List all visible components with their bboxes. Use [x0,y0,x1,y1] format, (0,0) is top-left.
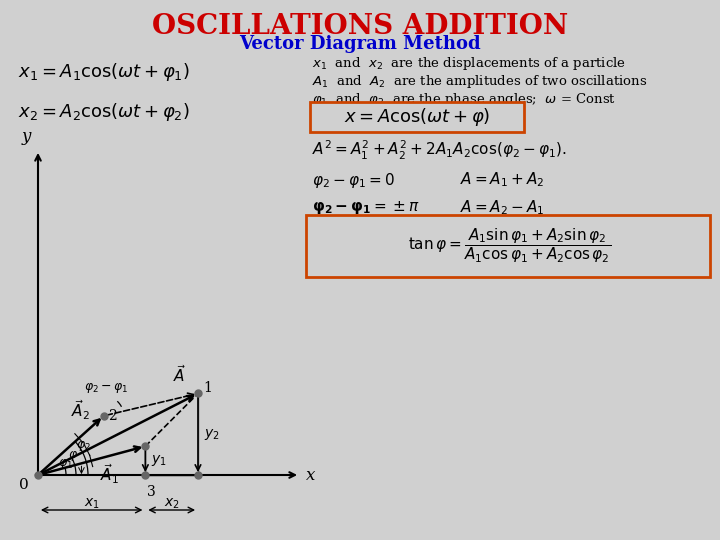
Text: $A = A_2 - A_1$: $A = A_2 - A_1$ [460,199,544,217]
Text: $x_1$  and  $x_2$  are the displacements of a particle: $x_1$ and $x_2$ are the displacements of… [312,56,626,72]
Text: $x_2$: $x_2$ [163,497,179,511]
Text: $y_1$: $y_1$ [151,453,167,468]
Text: $\mathbf{\varphi_2 - \varphi_1} = \pm\pi$: $\mathbf{\varphi_2 - \varphi_1} = \pm\pi… [312,199,420,217]
Text: 1: 1 [203,381,212,395]
Text: $A = A_1 + A_2$: $A = A_1 + A_2$ [460,171,544,190]
Text: $x_1 = A_1\cos\!\left(\omega t+\varphi_1\right)$: $x_1 = A_1\cos\!\left(\omega t+\varphi_1… [18,61,190,83]
Text: $x_2 = A_2\cos\!\left(\omega t+\varphi_2\right)$: $x_2 = A_2\cos\!\left(\omega t+\varphi_2… [18,101,190,123]
Text: 0: 0 [19,478,29,492]
Text: $\varphi_2 - \varphi_1 = 0$: $\varphi_2 - \varphi_1 = 0$ [312,171,395,190]
Text: $A^2 = A_1^2 + A_2^2 + 2A_1A_2\cos\!\left(\varphi_2-\varphi_1\right).$: $A^2 = A_1^2 + A_2^2 + 2A_1A_2\cos\!\lef… [312,138,567,161]
Text: $A_1$  and  $A_2$  are the amplitudes of two oscillations: $A_1$ and $A_2$ are the amplitudes of tw… [312,73,647,91]
Text: $y_2$: $y_2$ [204,427,220,442]
Text: $\tan\varphi = \dfrac{A_1\sin\varphi_1 + A_2\sin\varphi_2}{A_1\cos\varphi_1 + A_: $\tan\varphi = \dfrac{A_1\sin\varphi_1 +… [408,227,611,265]
Text: Vector Diagram Method: Vector Diagram Method [239,35,481,53]
Text: OSCILLATIONS ADDITION: OSCILLATIONS ADDITION [152,13,568,40]
Text: y: y [22,128,31,145]
Text: 3: 3 [148,485,156,499]
Text: $\varphi_2$: $\varphi_2$ [76,439,91,453]
Text: $\vec{A}_2$: $\vec{A}_2$ [71,398,90,422]
Text: $x_1$: $x_1$ [84,497,99,511]
FancyBboxPatch shape [310,102,524,132]
FancyBboxPatch shape [306,215,710,277]
Text: x: x [306,467,315,483]
Text: $\varphi_2-\varphi_1$: $\varphi_2-\varphi_1$ [84,381,128,395]
Text: $\vec{A}$: $\vec{A}$ [173,364,186,386]
Text: $\varphi$: $\varphi$ [68,449,78,463]
Text: 2: 2 [108,409,117,423]
Text: $\vec{A}_1$: $\vec{A}_1$ [99,463,119,487]
Text: $\varphi_1$  and  $\varphi_2$  are the phase angles;  $\omega$ = Const: $\varphi_1$ and $\varphi_2$ are the phas… [312,91,616,109]
Text: $x = A\cos\!\left(\omega t+\varphi\right)$: $x = A\cos\!\left(\omega t+\varphi\right… [344,106,490,128]
Text: $\varphi_1$: $\varphi_1$ [58,457,73,471]
